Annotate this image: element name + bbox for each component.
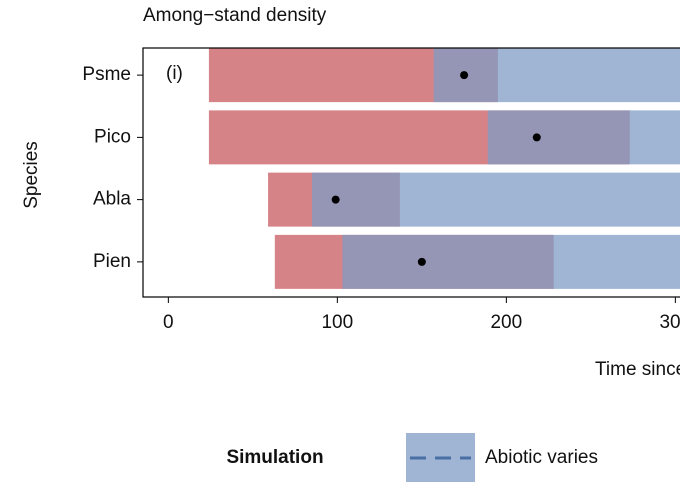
range-bar (487, 110, 680, 165)
chart-title: Among−stand density (143, 5, 327, 26)
x-tick-label: 300 (659, 312, 680, 333)
range-bar (433, 48, 680, 103)
legend-title: Simulation (226, 447, 323, 468)
y-tick-label: Pien (93, 251, 131, 272)
plot-frame (142, 47, 680, 298)
point (532, 133, 541, 142)
point (460, 71, 469, 80)
range-bar (312, 172, 680, 227)
x-tick-label: 0 (163, 312, 174, 333)
x-tick-label: 100 (321, 312, 353, 333)
point (417, 257, 426, 266)
y-tick-label: Psme (82, 64, 131, 85)
x-tick-label: 200 (490, 312, 522, 333)
point (331, 195, 340, 204)
panel-label: (i) (166, 63, 183, 84)
y-tick-label: Abla (93, 189, 131, 210)
legend-label: Abiotic varies (485, 447, 598, 468)
range-bar (342, 234, 680, 289)
x-axis-label: Time since (595, 359, 680, 380)
y-tick-label: Pico (94, 126, 131, 147)
y-axis-label: Species (21, 141, 42, 209)
